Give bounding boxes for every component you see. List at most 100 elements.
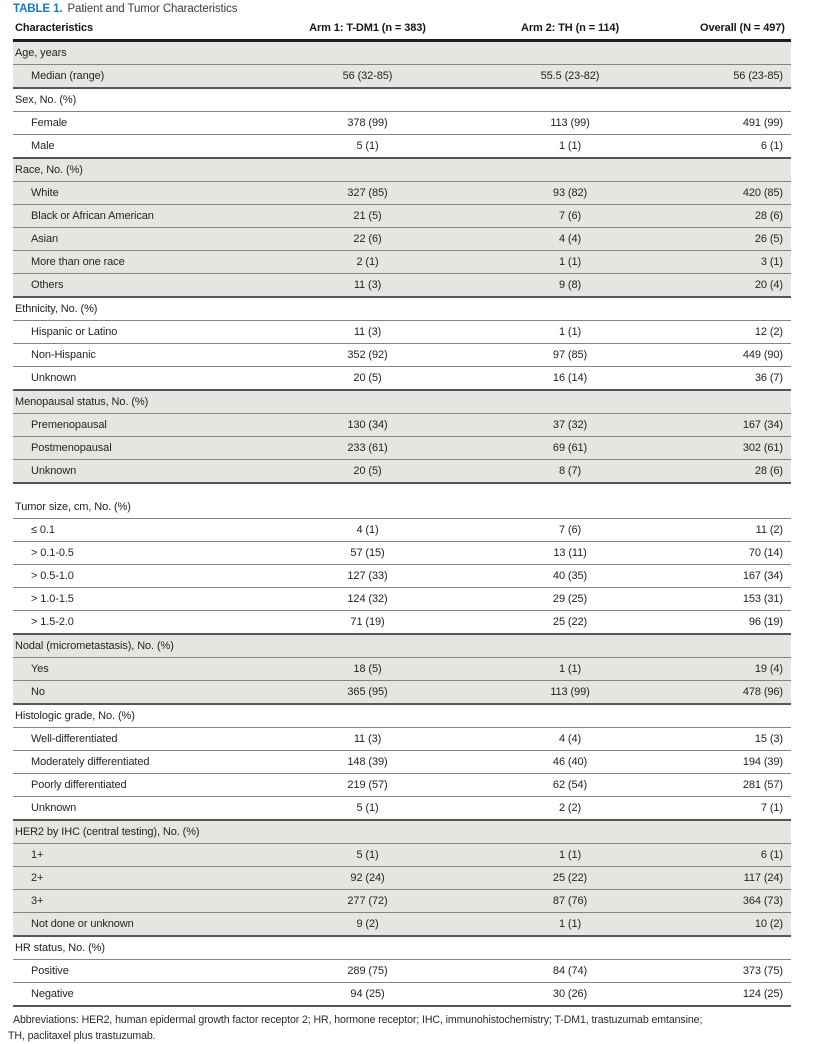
section-header-row: Ethnicity, No. (%) <box>13 297 791 321</box>
row-label: ≤ 0.1 <box>13 519 295 542</box>
row-label: > 1.5-2.0 <box>13 611 295 635</box>
overall-value: 117 (24) <box>700 867 791 890</box>
footnote-line-2: TH, paclitaxel plus trastuzumab. <box>8 1029 819 1044</box>
row-label: Negative <box>13 983 295 1007</box>
table-row: 1+5 (1)1 (1)6 (1) <box>13 844 791 867</box>
arm2-value: 87 (76) <box>440 890 700 913</box>
section-header-row: Histologic grade, No. (%) <box>13 704 791 728</box>
overall-value: 20 (4) <box>700 274 791 298</box>
section-gap-row <box>13 483 791 496</box>
arm2-value: 4 (4) <box>440 728 700 751</box>
arm1-value: 2 (1) <box>295 251 440 274</box>
arm1-value: 365 (95) <box>295 681 440 705</box>
row-label: Yes <box>13 658 295 681</box>
arm1-value: 11 (3) <box>295 321 440 344</box>
arm2-value: 46 (40) <box>440 751 700 774</box>
section-header-label: Nodal (micrometastasis), No. (%) <box>13 634 791 658</box>
overall-value: 194 (39) <box>700 751 791 774</box>
arm2-value: 113 (99) <box>440 112 700 135</box>
arm1-value: 11 (3) <box>295 274 440 298</box>
section-header-label: HER2 by IHC (central testing), No. (%) <box>13 820 791 844</box>
section-header-label: Histologic grade, No. (%) <box>13 704 791 728</box>
overall-value: 167 (34) <box>700 414 791 437</box>
overall-value: 167 (34) <box>700 565 791 588</box>
arm2-value: 1 (1) <box>440 913 700 937</box>
arm1-value: 9 (2) <box>295 913 440 937</box>
footnote-line-1: Abbreviations: HER2, human epidermal gro… <box>8 1013 819 1029</box>
arm2-value: 55.5 (23-82) <box>440 65 700 89</box>
section-header-row: Nodal (micrometastasis), No. (%) <box>13 634 791 658</box>
row-label: White <box>13 182 295 205</box>
overall-value: 36 (7) <box>700 367 791 391</box>
arm2-value: 84 (74) <box>440 960 700 983</box>
arm2-value: 2 (2) <box>440 797 700 821</box>
column-header-row: Characteristics Arm 1: T-DM1 (n = 383) A… <box>13 22 791 41</box>
arm2-value: 40 (35) <box>440 565 700 588</box>
arm1-value: 5 (1) <box>295 135 440 159</box>
row-label: Non-Hispanic <box>13 344 295 367</box>
row-label: Unknown <box>13 460 295 484</box>
arm1-value: 4 (1) <box>295 519 440 542</box>
arm2-value: 1 (1) <box>440 251 700 274</box>
arm1-value: 378 (99) <box>295 112 440 135</box>
overall-value: 15 (3) <box>700 728 791 751</box>
overall-value: 12 (2) <box>700 321 791 344</box>
arm1-value: 92 (24) <box>295 867 440 890</box>
row-label: Positive <box>13 960 295 983</box>
section-header-row: Age, years <box>13 41 791 65</box>
row-label: Poorly differentiated <box>13 774 295 797</box>
table-row: 2+92 (24)25 (22)117 (24) <box>13 867 791 890</box>
overall-value: 373 (75) <box>700 960 791 983</box>
overall-value: 153 (31) <box>700 588 791 611</box>
row-label: Well-differentiated <box>13 728 295 751</box>
row-label: > 0.1-0.5 <box>13 542 295 565</box>
arm2-value: 8 (7) <box>440 460 700 484</box>
arm2-value: 1 (1) <box>440 321 700 344</box>
overall-value: 28 (6) <box>700 460 791 484</box>
section-header-row: HR status, No. (%) <box>13 936 791 960</box>
section-header-label: Sex, No. (%) <box>13 88 791 112</box>
arm2-value: 69 (61) <box>440 437 700 460</box>
section-header-label: Ethnicity, No. (%) <box>13 297 791 321</box>
row-label: No <box>13 681 295 705</box>
table-caption: Patient and Tumor Characteristics <box>67 3 237 15</box>
arm2-value: 25 (22) <box>440 867 700 890</box>
section-header-row: Tumor size, cm, No. (%) <box>13 496 791 519</box>
column-header-arm2: Arm 2: TH (n = 114) <box>440 22 700 41</box>
overall-value: 7 (1) <box>700 797 791 821</box>
arm1-value: 56 (32-85) <box>295 65 440 89</box>
overall-value: 6 (1) <box>700 844 791 867</box>
overall-value: 302 (61) <box>700 437 791 460</box>
row-label: Others <box>13 274 295 298</box>
table-title: TABLE 1.Patient and Tumor Characteristic… <box>13 3 825 15</box>
arm1-value: 127 (33) <box>295 565 440 588</box>
section-gap-cell <box>13 483 791 496</box>
section-header-label: HR status, No. (%) <box>13 936 791 960</box>
arm1-value: 219 (57) <box>295 774 440 797</box>
row-label: Unknown <box>13 797 295 821</box>
column-header-characteristics: Characteristics <box>13 22 295 41</box>
arm2-value: 1 (1) <box>440 135 700 159</box>
arm1-value: 22 (6) <box>295 228 440 251</box>
row-label: > 1.0-1.5 <box>13 588 295 611</box>
overall-value: 96 (19) <box>700 611 791 635</box>
overall-value: 124 (25) <box>700 983 791 1007</box>
arm2-value: 9 (8) <box>440 274 700 298</box>
row-label: Asian <box>13 228 295 251</box>
